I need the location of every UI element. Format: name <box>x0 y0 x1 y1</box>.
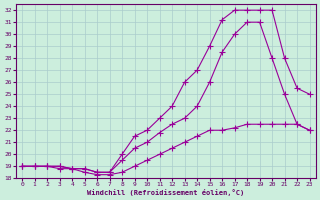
X-axis label: Windchill (Refroidissement éolien,°C): Windchill (Refroidissement éolien,°C) <box>87 189 244 196</box>
